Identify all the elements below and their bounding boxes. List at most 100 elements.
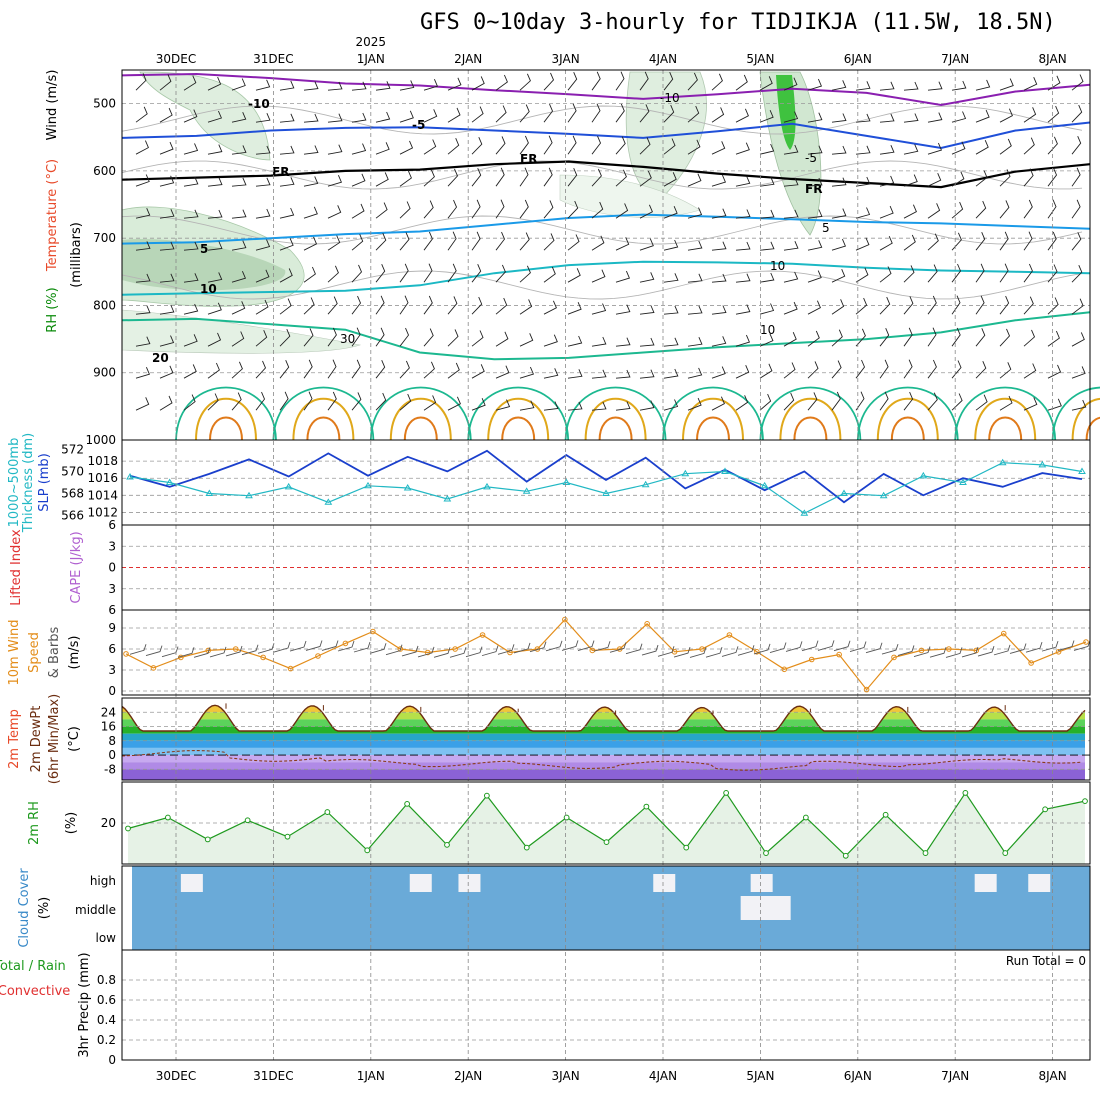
- wind-barb: [567, 234, 580, 251]
- isotherm-25: [696, 416, 730, 441]
- date-tick-top-3jan: 3JAN: [552, 52, 580, 66]
- wind-barb-10m: [417, 646, 435, 658]
- wind-barb: [759, 110, 774, 123]
- date-tick-bottom-31dec: 31DEC: [253, 1069, 293, 1083]
- wind-barb: [1023, 77, 1038, 91]
- thickness-tick-570: 570: [61, 465, 84, 479]
- wind-barb: [183, 394, 196, 411]
- wind-barb: [543, 401, 559, 411]
- wind-barb: [975, 140, 989, 155]
- wind-barb: [927, 392, 938, 411]
- wind-barb: [615, 169, 627, 187]
- wind-speed-point: [1055, 649, 1062, 655]
- wind-barb: [807, 209, 823, 219]
- wind-barb: [159, 141, 174, 155]
- wind-barb: [423, 295, 433, 315]
- rh-point: [244, 817, 251, 824]
- wind-barb-10m: [561, 640, 579, 651]
- wind-barb: [1023, 137, 1035, 155]
- wind-barb: [1023, 397, 1038, 411]
- wind-barb: [783, 392, 795, 411]
- wind-barb-10m: [305, 640, 323, 651]
- wind-barb: [999, 231, 1009, 251]
- wind-barb: [615, 270, 631, 283]
- rh-point: [483, 792, 490, 799]
- wind-barb: [639, 369, 655, 379]
- wind-barb: [807, 78, 823, 91]
- wind-barb: [375, 264, 386, 283]
- wind-speed-point: [123, 651, 129, 657]
- wind-barb: [423, 79, 439, 91]
- wind-barb-10m: [369, 643, 387, 654]
- wind-barb: [207, 393, 219, 411]
- wind-barb: [807, 240, 823, 251]
- wind-barb: [303, 81, 319, 91]
- slp-tick-1018: 1018: [87, 454, 118, 468]
- thickness-point: [1038, 460, 1047, 468]
- wind-barb: [231, 392, 242, 411]
- wind-barb: [423, 395, 437, 411]
- wind-barb-10m: [337, 640, 355, 652]
- isotherm-FR: [121, 160, 1091, 189]
- wind-barb: [903, 327, 913, 347]
- wind-barb: [975, 328, 986, 347]
- wind-barb: [207, 362, 220, 379]
- isotherm--5: [121, 121, 1091, 150]
- wind-speed-point: [918, 647, 925, 654]
- li-tick--6: 6: [108, 518, 116, 532]
- wind-barb: [735, 108, 749, 123]
- wind-barb: [1071, 366, 1086, 379]
- wind-barb: [879, 81, 895, 91]
- wind-barb: [255, 330, 268, 347]
- wind-barb-10m: [625, 643, 643, 655]
- wind-barb: [855, 207, 871, 219]
- wind-barb: [279, 298, 292, 315]
- wind-barb: [927, 264, 938, 283]
- thickness-point: [443, 495, 452, 502]
- wind-barb: [135, 397, 150, 411]
- isotherm-15: [954, 386, 1057, 441]
- rh-point: [324, 809, 331, 815]
- wind-barb: [711, 141, 726, 155]
- wind-barb: [639, 204, 653, 219]
- wind-barb: [663, 172, 677, 187]
- wind-barb: [903, 391, 914, 411]
- pressure-tick-700: 700: [93, 231, 116, 245]
- wind-barb: [399, 263, 409, 283]
- rh-shading-area: [776, 75, 796, 150]
- wind-barb: [975, 232, 986, 251]
- wind-barb-10m: [977, 645, 995, 657]
- isotherm-label-10: 10: [200, 282, 217, 296]
- wind-barb: [567, 168, 578, 187]
- wind-barb: [567, 268, 581, 283]
- year-label: 2025: [356, 35, 387, 49]
- thickness-point: [919, 471, 928, 479]
- wind-barb: [735, 209, 751, 219]
- wind-barb: [183, 143, 199, 155]
- wind-barb-10m: [193, 647, 211, 658]
- wind-barb: [951, 201, 964, 219]
- wind-barb: [903, 296, 914, 315]
- wind-barb: [375, 81, 391, 91]
- isotherm-label-5-b: 5: [822, 221, 830, 235]
- wind-speed-point: [891, 654, 897, 661]
- rh-point: [763, 850, 769, 856]
- wind-barb: [303, 328, 314, 347]
- wind-barb: [999, 169, 1011, 187]
- wind-barb: [471, 296, 483, 315]
- li-tick--3: 3: [108, 539, 116, 553]
- date-tick-bottom-8jan: 8JAN: [1039, 1069, 1067, 1083]
- isotherm-15: [856, 386, 959, 441]
- wind-barb: [255, 239, 271, 251]
- wind-barb-10m: [465, 646, 483, 658]
- wind-barb: [351, 81, 367, 91]
- panel-ylabel: Wind (m/s): [45, 70, 60, 141]
- wind-barb: [783, 271, 799, 283]
- isotherm-15: [369, 386, 472, 441]
- wind-barb: [135, 140, 149, 155]
- panel-ylabel: & Barbs: [47, 627, 62, 679]
- wind-tick-9: 9: [108, 621, 116, 635]
- wind-barb: [207, 332, 222, 347]
- wind-barb: [183, 109, 198, 123]
